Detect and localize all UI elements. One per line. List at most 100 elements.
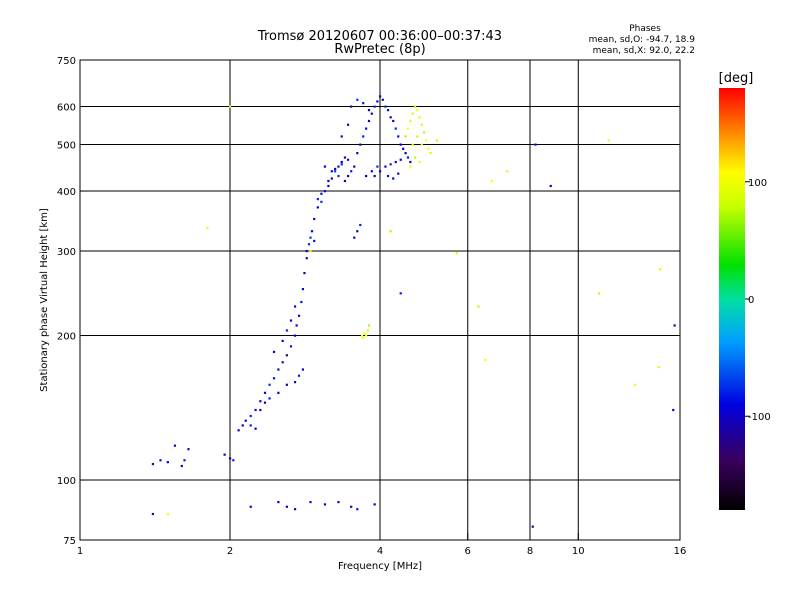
chart-subtitle: RwPretec (8p) bbox=[334, 42, 425, 57]
o-mode-point bbox=[340, 160, 343, 164]
x-mode-point bbox=[166, 512, 169, 516]
x-mode-point bbox=[477, 305, 480, 308]
plot-area: 1 2 4 6 8 10 16 75 100 200 300 400 500 600 750 bbox=[57, 56, 686, 557]
y-axis-ticks: 75 100 200 300 400 500 600 750 bbox=[57, 56, 87, 547]
x-mode-point bbox=[597, 292, 601, 295]
o-mode-point bbox=[316, 206, 319, 209]
o-mode-point bbox=[295, 324, 298, 327]
x-mode-point bbox=[406, 127, 410, 130]
o-mode-point bbox=[337, 500, 340, 504]
x-mode-point bbox=[309, 250, 312, 253]
o-mode-point bbox=[394, 127, 397, 130]
o-mode-point bbox=[323, 503, 327, 506]
o-mode-point bbox=[223, 453, 226, 456]
o-mode-point bbox=[389, 116, 392, 119]
o-mode-point bbox=[376, 165, 379, 168]
y-tick-label: 200 bbox=[57, 332, 76, 343]
o-mode-point bbox=[397, 172, 400, 175]
x-mode-point bbox=[484, 358, 487, 362]
colorbar-tick-label: -100 bbox=[748, 412, 771, 423]
y-tick-label: 400 bbox=[57, 187, 76, 198]
o-mode-point bbox=[159, 459, 162, 462]
o-mode-point bbox=[330, 177, 333, 180]
o-mode-point bbox=[323, 190, 327, 193]
colorbar-ticks: 100 0 -100 bbox=[745, 178, 771, 423]
o-mode-point bbox=[337, 174, 340, 178]
o-mode-point bbox=[259, 400, 262, 403]
o-mode-point bbox=[313, 239, 316, 243]
o-mode-point bbox=[320, 200, 323, 203]
o-mode-point bbox=[277, 391, 280, 394]
x-mode-point bbox=[418, 116, 421, 119]
x-mode-point bbox=[607, 139, 610, 142]
y-tick-label: 750 bbox=[57, 56, 76, 67]
o-mode-point bbox=[289, 319, 293, 322]
o-mode-point bbox=[307, 243, 311, 246]
x-mode-point bbox=[229, 105, 232, 108]
o-mode-point bbox=[263, 401, 267, 404]
x-tick-label: 4 bbox=[377, 546, 383, 557]
chart-title: Tromsø 20120607 00:36:00–00:37:43 bbox=[257, 29, 502, 44]
o-mode-point bbox=[367, 109, 371, 112]
x-mode-point bbox=[363, 332, 366, 335]
o-mode-point bbox=[180, 464, 183, 468]
o-mode-point bbox=[316, 198, 319, 201]
o-mode-point bbox=[386, 109, 390, 112]
x-mode-point bbox=[657, 365, 660, 369]
o-mode-point bbox=[323, 165, 327, 168]
o-mode-point bbox=[187, 448, 190, 451]
y-tick-label: 75 bbox=[63, 536, 76, 547]
o-mode-point bbox=[353, 236, 356, 239]
x-mode-point bbox=[422, 131, 426, 134]
o-mode-point bbox=[404, 152, 407, 155]
o-mode-point bbox=[293, 305, 297, 308]
o-mode-point bbox=[356, 508, 359, 511]
o-mode-point bbox=[327, 184, 330, 188]
o-mode-point bbox=[183, 459, 186, 462]
o-mode-point bbox=[353, 165, 356, 168]
o-mode-point bbox=[254, 408, 257, 412]
o-mode-point bbox=[151, 462, 155, 466]
o-mode-point bbox=[285, 505, 288, 508]
o-mode-point bbox=[359, 143, 362, 146]
o-mode-point bbox=[346, 158, 350, 161]
o-mode-point bbox=[277, 368, 280, 371]
o-mode-point bbox=[289, 345, 293, 348]
o-mode-point bbox=[384, 105, 387, 108]
x-mode-point bbox=[429, 152, 432, 155]
y-tick-label: 300 bbox=[57, 247, 76, 258]
x-axis-ticks: 1 2 4 6 8 10 16 bbox=[77, 533, 686, 557]
o-mode-point bbox=[350, 105, 353, 108]
o-mode-point bbox=[268, 397, 271, 400]
o-mode-point bbox=[232, 459, 235, 462]
x-mode-point bbox=[413, 105, 417, 108]
o-mode-point bbox=[277, 500, 280, 504]
o-mode-point bbox=[376, 100, 379, 103]
o-mode-point bbox=[293, 381, 297, 384]
o-mode-point bbox=[300, 300, 303, 304]
o-mode-point bbox=[301, 368, 305, 371]
o-mode-point bbox=[313, 217, 316, 221]
x-mode-point bbox=[435, 139, 438, 142]
x-mode-point bbox=[427, 147, 430, 150]
o-mode-point bbox=[249, 414, 252, 418]
o-mode-point bbox=[327, 179, 330, 183]
o-mode-point bbox=[249, 424, 252, 427]
x-mode-point bbox=[418, 160, 421, 164]
x-mode-point bbox=[416, 109, 419, 112]
x-tick-label: 1 bbox=[77, 546, 83, 557]
o-mode-point bbox=[384, 165, 387, 168]
x-mode-point bbox=[420, 123, 423, 126]
o-mode-point bbox=[381, 98, 384, 101]
o-mode-point bbox=[340, 163, 343, 166]
y-tick-label: 500 bbox=[57, 141, 76, 152]
o-mode-point bbox=[310, 230, 314, 233]
o-mode-point bbox=[244, 419, 247, 422]
o-mode-point bbox=[337, 165, 340, 168]
x-mode-point bbox=[367, 324, 371, 327]
o-mode-point bbox=[305, 257, 308, 260]
x-mode-point bbox=[413, 156, 417, 159]
o-mode-point bbox=[309, 500, 312, 504]
o-mode-point bbox=[359, 223, 362, 227]
o-mode-point bbox=[272, 350, 276, 353]
